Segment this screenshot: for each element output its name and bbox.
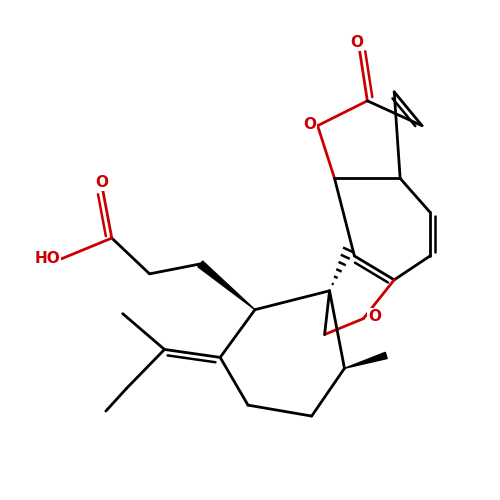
- Text: O: O: [350, 34, 364, 50]
- Polygon shape: [198, 261, 255, 310]
- Text: HO: HO: [34, 252, 60, 266]
- Text: O: O: [96, 175, 108, 190]
- Polygon shape: [344, 352, 387, 368]
- Text: O: O: [303, 117, 316, 132]
- Text: O: O: [368, 309, 381, 324]
